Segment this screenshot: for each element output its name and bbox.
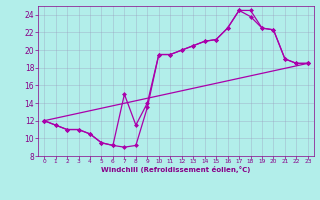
X-axis label: Windchill (Refroidissement éolien,°C): Windchill (Refroidissement éolien,°C) xyxy=(101,166,251,173)
